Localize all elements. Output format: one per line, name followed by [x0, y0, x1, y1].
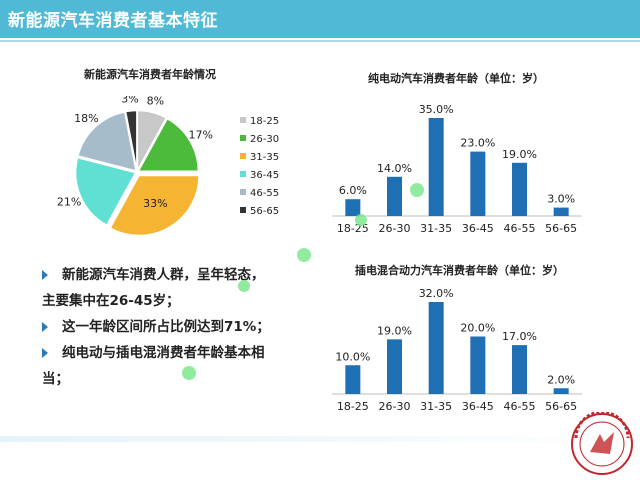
bullet-item: 新能源汽车消费人群，呈年轻态，	[42, 262, 312, 288]
pie-chart-title: 新能源汽车消费者年龄情况	[84, 68, 216, 81]
bullet-text: 主要集中在26-45岁；	[42, 293, 180, 309]
legend-swatch	[240, 135, 246, 141]
x-tick-label: 56-65	[545, 400, 577, 413]
bar-chart-ev: 6.0%18-2514.0%26-3035.0%31-3523.0%36-451…	[332, 103, 582, 235]
bar	[553, 207, 569, 216]
legend-label: 36-45	[250, 170, 279, 181]
bullet-item: 纯电动与插电混消费者年龄基本相	[42, 340, 312, 366]
legend-label: 31-35	[250, 152, 279, 163]
bar	[470, 336, 486, 394]
pie-slice	[124, 109, 138, 171]
pie-slice	[76, 111, 137, 172]
bar-value-label: 3.0%	[547, 193, 575, 206]
bullet-item-continuation: 当；	[42, 366, 312, 392]
legend-label: 26-30	[250, 134, 279, 145]
bar-value-label: 10.0%	[335, 350, 370, 363]
bullet-item-continuation: 主要集中在26-45岁；	[42, 288, 312, 314]
bar	[428, 302, 444, 394]
title-divider	[0, 40, 640, 42]
pie-slice-label: 3%	[121, 96, 138, 105]
decor-dot	[297, 248, 311, 262]
legend-label: 46-55	[250, 188, 279, 199]
pie-slice	[74, 156, 137, 227]
bullet-text: 当；	[42, 371, 69, 387]
legend-swatch	[240, 207, 246, 213]
pie-chart: 8% 17% 33% 21% 18% 3% 18-25 26-30 31-35 36-45 46-5…	[57, 96, 279, 237]
x-tick-label: 36-45	[462, 400, 494, 413]
decor-dot	[355, 214, 367, 226]
bar-value-label: 17.0%	[502, 330, 537, 343]
x-tick-label: 26-30	[379, 222, 411, 235]
bullet-arrow-icon	[42, 348, 48, 358]
bar	[428, 118, 444, 216]
bar-chart-phev: 10.0% 18-25 19.0% 26-30 32.0% 31-35 20.0% 36-45…	[332, 287, 582, 413]
x-tick-label: 36-45	[462, 222, 494, 235]
x-tick-label: 31-35	[420, 400, 452, 413]
bullet-text: 纯电动与插电混消费者年龄基本相	[62, 345, 265, 361]
university-seal-logo	[571, 412, 633, 475]
bar-value-label: 20.0%	[460, 322, 495, 335]
decor-dot	[182, 366, 196, 380]
bar	[512, 345, 527, 394]
bar-value-label: 35.0%	[419, 103, 454, 116]
x-tick-label: 31-35	[420, 222, 452, 235]
pie-slice-label: 8%	[147, 96, 164, 107]
decor-dot	[410, 183, 424, 197]
bullet-text: 这一年龄区间所占比例达到71%；	[62, 319, 270, 335]
x-tick-label: 26-30	[379, 400, 411, 413]
pie-slice	[137, 117, 200, 172]
bar	[345, 199, 361, 216]
pie-slice	[109, 174, 200, 237]
title-bar: 新能源汽车消费者基本特征	[0, 0, 640, 38]
decor-dot	[238, 280, 250, 292]
bar-chart-phev-title: 插电混合动力汽车消费者年龄（单位：岁）	[355, 264, 564, 277]
legend-label: 18-25	[250, 116, 279, 127]
bar	[553, 388, 569, 394]
x-tick-label: 56-65	[545, 222, 577, 235]
summary-bullets: 新能源汽车消费人群，呈年轻态， 主要集中在26-45岁； 这一年龄区间所占比例达…	[42, 262, 312, 392]
bottom-decor-stripe	[0, 436, 640, 442]
bar	[345, 365, 361, 394]
bar-value-label: 19.0%	[377, 324, 412, 337]
bar-value-label: 19.0%	[502, 148, 537, 161]
bullet-text: 新能源汽车消费人群，呈年轻态，	[62, 267, 265, 283]
bar-value-label: 2.0%	[547, 373, 575, 386]
legend-swatch	[240, 171, 246, 177]
legend-label: 56-65	[250, 206, 279, 217]
pie-slice-label: 18%	[74, 112, 98, 125]
x-tick-label: 46-55	[504, 222, 536, 235]
x-tick-label: 46-55	[504, 400, 536, 413]
pie-slice-label: 21%	[57, 195, 81, 208]
bar	[512, 162, 527, 216]
bar-value-label: 32.0%	[419, 287, 454, 300]
pie-slice-label: 33%	[143, 197, 167, 210]
pie-slice-label: 17%	[188, 128, 212, 141]
legend-swatch	[240, 189, 246, 195]
bar	[387, 339, 402, 394]
legend-swatch	[240, 117, 246, 123]
page-title: 新能源汽车消费者基本特征	[8, 11, 218, 31]
bullet-arrow-icon	[42, 270, 48, 280]
bar-value-label: 14.0%	[377, 162, 412, 175]
x-tick-label: 18-25	[337, 400, 369, 413]
bar	[387, 176, 402, 216]
bar	[470, 151, 486, 216]
bar-value-label: 6.0%	[339, 184, 367, 197]
bar-chart-ev-title: 纯电动汽车消费者年龄（单位：岁）	[368, 72, 544, 85]
legend-swatch	[240, 153, 246, 159]
bar-value-label: 23.0%	[460, 137, 495, 150]
bullet-item: 这一年龄区间所占比例达到71%；	[42, 314, 312, 340]
bullet-arrow-icon	[42, 322, 48, 332]
